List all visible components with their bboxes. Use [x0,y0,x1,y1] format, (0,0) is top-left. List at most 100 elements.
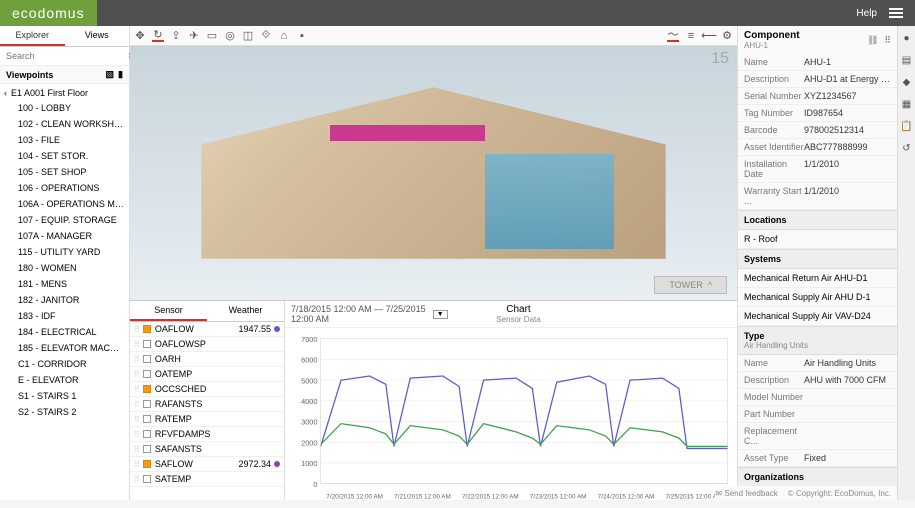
sensor-row[interactable]: ⠿SAFANSTS [130,442,284,457]
tower-button[interactable]: TOWER ^ [654,276,727,294]
folder-icon[interactable]: ▮ [118,69,123,80]
orbit-icon[interactable]: ↻ [152,30,164,42]
add-viewpoint-icon[interactable]: ▧ [106,69,115,80]
tree-item[interactable]: 183 - IDF [0,308,129,324]
list-item[interactable]: R - Roof [738,230,897,249]
organizations-section[interactable]: Organizations [738,467,897,487]
svg-text:6000: 6000 [301,356,317,365]
history-icon[interactable]: ↺ [901,142,913,154]
locations-section[interactable]: Locations [738,210,897,230]
property-row: DescriptionAHU-D1 at Energy Labs... [738,71,897,88]
svg-text:7/20/2015 12:00 AM: 7/20/2015 12:00 AM [326,493,383,500]
tree-item[interactable]: 107A - MANAGER [0,228,129,244]
sensor-row[interactable]: ⠿RFVFDAMPS [130,427,284,442]
sensor-row[interactable]: ⠿RATEMP [130,412,284,427]
feedback-link[interactable]: ✉ Send feedback [715,489,777,498]
walk-icon[interactable]: ⇪ [170,30,182,42]
pin-icon[interactable]: ⟵ [703,30,715,42]
tree-item[interactable]: 103 - FILE [0,132,129,148]
tree-item[interactable]: 180 - WOMEN [0,260,129,276]
svg-text:0: 0 [313,480,317,489]
sensor-row[interactable]: ⠿OATEMP [130,367,284,382]
chart-panel: 7/18/2015 12:00 AM — 7/25/2015 12:00 AM … [285,301,737,500]
info-icon[interactable]: ● [901,32,913,44]
sensor-row[interactable]: ⠿SATEMP [130,472,284,487]
tree-item[interactable]: 104 - SET STOR. [0,148,129,164]
svg-text:1000: 1000 [301,459,317,468]
viewpoints-label: Viewpoints [6,70,53,80]
sensor-tab-weather[interactable]: Weather [207,301,284,321]
sensor-row[interactable]: ⠿SAFLOW2972.34 [130,457,284,472]
menu-icon[interactable] [889,8,903,18]
tree-item[interactable]: C1 - CORRIDOR [0,356,129,372]
svg-text:7/24/2015 12:00 AM: 7/24/2015 12:00 AM [598,493,655,500]
tree-item[interactable]: 107 - EQUIP. STORAGE [0,212,129,228]
3d-viewport[interactable]: 15 TOWER ^ [130,46,737,300]
app-header: ecodomus Help [0,0,915,26]
sensor-row[interactable]: ⠿RAFANSTS [130,397,284,412]
help-link[interactable]: Help [856,8,877,19]
tree-item[interactable]: S1 - STAIRS 1 [0,388,129,404]
property-row: Installation Date1/1/2010 [738,156,897,183]
section-icon[interactable]: ◫ [242,30,254,42]
search-input[interactable] [4,49,125,63]
svg-text:7/23/2015 12:00 AM: 7/23/2015 12:00 AM [530,493,587,500]
tree-item[interactable]: 106 - OPERATIONS [0,180,129,196]
property-row: Replacement C... [738,423,897,450]
svg-text:7000: 7000 [301,335,317,344]
tree-item[interactable]: 100 - LOBBY [0,100,129,116]
chart-bar-icon[interactable]: ≡ [685,30,697,42]
tree-item[interactable]: 102 - CLEAN WORKSHOP [0,116,129,132]
sensor-row[interactable]: ⠿OAFLOWSP [130,337,284,352]
measure-icon[interactable]: ◎ [224,30,236,42]
clipboard-icon[interactable]: 📋 [901,120,913,132]
fps-counter: 15 [711,50,729,68]
save-view-icon[interactable]: ▪ [296,30,308,42]
tree-item[interactable]: E - ELEVATOR [0,372,129,388]
sensor-tab-sensor[interactable]: Sensor [130,301,207,321]
issues-icon[interactable]: ◆ [901,76,913,88]
component-title: Component [744,30,800,41]
sensor-row[interactable]: ⠿OAFLOW1947.55 [130,322,284,337]
list-item[interactable]: Mechanical Supply Air AHU D-1 [738,288,897,307]
home-icon[interactable]: ⌂ [278,30,290,42]
pan-icon[interactable]: ✥ [134,30,146,42]
date-dropdown[interactable]: ▼ [433,310,448,319]
footer: ✉ Send feedback © Copyright: EcoDomus, I… [715,486,897,500]
tree-item[interactable]: 106A - OPERATIONS MANAGER [0,196,129,212]
explode-icon[interactable]: ⟐ [260,30,272,42]
sensor-row[interactable]: ⠿OARH [130,352,284,367]
sensor-row[interactable]: ⠿OCCSCHED [130,382,284,397]
chart-line-icon[interactable]: 〜 [667,30,679,42]
fly-icon[interactable]: ✈ [188,30,200,42]
svg-text:3000: 3000 [301,418,317,427]
tree-item[interactable]: 115 - UTILITY YARD [0,244,129,260]
type-section[interactable]: Type Air Handling Units [738,326,897,355]
list-item[interactable]: Mechanical Supply Air VAV-D24 [738,307,897,326]
list-item[interactable]: Mechanical Return Air AHU-D1 [738,269,897,288]
svg-text:7/22/2015 12:00 AM: 7/22/2015 12:00 AM [462,493,519,500]
tree-item[interactable]: 181 - MENS [0,276,129,292]
explorer-panel: ExplorerViews × ⌕ Viewpoints ▧ ▮ ‹ E1 A0… [0,26,130,500]
property-row: NameAir Handling Units [738,355,897,372]
svg-text:4000: 4000 [301,397,317,406]
chevron-left-icon: ‹ [4,88,7,98]
tree-item[interactable]: 105 - SET SHOP [0,164,129,180]
tab-views[interactable]: Views [65,26,130,46]
select-icon[interactable]: ▭ [206,30,218,42]
link-icon[interactable]: ⛓ [867,35,878,46]
chart-title: Chart [448,304,590,315]
component-subtitle: AHU-1 [744,41,800,50]
layers-icon[interactable]: ▤ [901,54,913,66]
settings-icon[interactable]: ⚙ [721,30,733,42]
tab-explorer[interactable]: Explorer [0,26,65,46]
tree-parent[interactable]: ‹ E1 A001 First Floor [0,86,129,100]
systems-section[interactable]: Systems [738,249,897,269]
tree-item[interactable]: 182 - JANITOR [0,292,129,308]
tree-item[interactable]: 184 - ELECTRICAL [0,324,129,340]
tree-item[interactable]: 185 - ELEVATOR MACHINE ROOM [0,340,129,356]
options-icon[interactable]: ⠿ [884,35,891,46]
docs-icon[interactable]: ▦ [901,98,913,110]
property-row: Asset IdentifierABC777888999 [738,139,897,156]
tree-item[interactable]: S2 - STAIRS 2 [0,404,129,420]
